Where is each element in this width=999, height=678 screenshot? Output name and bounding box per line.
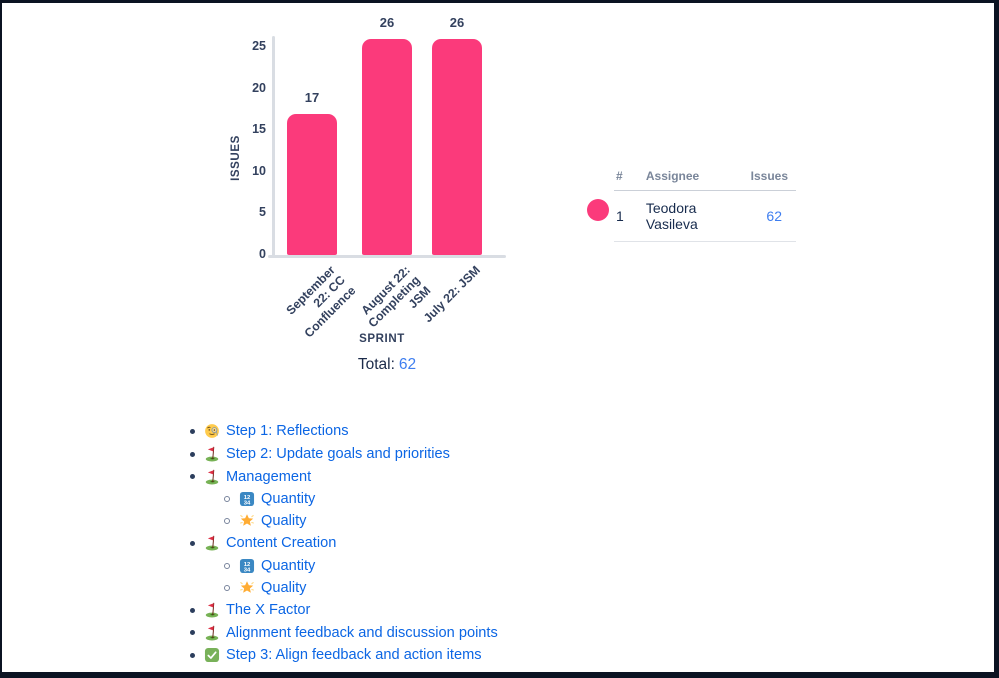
list-item-link[interactable]: Alignment feedback and discussion points <box>226 624 498 641</box>
bullet <box>224 562 230 569</box>
y-tick-label: 5 <box>259 205 266 220</box>
list-item: Step 2: Update goals and priorities <box>190 443 498 466</box>
legend-header-assignee: Assignee <box>643 167 749 191</box>
x-axis-line <box>268 255 506 258</box>
list-item: Step 3: Align feedback and action items <box>190 644 498 667</box>
bullet <box>190 428 195 434</box>
bar-value-label: 26 <box>449 15 465 30</box>
face-with-monocle-icon <box>204 423 220 439</box>
series-color-dot <box>587 199 609 221</box>
golf-flag-icon <box>204 602 220 618</box>
y-tick-label: 10 <box>252 163 266 178</box>
list-item: Quality <box>224 577 498 599</box>
svg-text:34: 34 <box>244 567 251 573</box>
bullet <box>190 652 195 658</box>
list-item-link[interactable]: Step 3: Align feedback and action items <box>226 647 482 664</box>
list-item: Management <box>190 465 498 488</box>
list-item: Quality <box>224 510 498 532</box>
bar <box>362 39 412 255</box>
list-item: Step 1: Reflections <box>190 420 498 443</box>
legend-row-issues-link[interactable]: 62 <box>766 208 782 224</box>
legend-table: # Assignee Issues 1 Teodora Vasileva 62 <box>614 167 796 242</box>
page: ISSUES SPRINT 0 5 10 15 20 25 17 September 22: … <box>2 3 994 672</box>
y-tick-label: 20 <box>252 80 266 95</box>
golf-flag-icon <box>204 625 220 641</box>
glowing-star-icon <box>239 580 255 596</box>
legend-header-issues: Issues <box>748 167 796 191</box>
svg-text:34: 34 <box>244 501 251 507</box>
list-item-link[interactable]: The X Factor <box>226 602 311 619</box>
bullet <box>190 451 195 457</box>
svg-text:12: 12 <box>244 495 251 501</box>
list-item-link[interactable]: Quality <box>261 513 307 530</box>
list-item: 12 34 Quantity <box>224 555 498 577</box>
bullet <box>224 496 230 503</box>
chart-total: Total: 62 <box>232 356 542 374</box>
golf-flag-icon <box>204 469 220 485</box>
list-item-link[interactable]: Quantity <box>261 491 316 508</box>
golf-flag-icon <box>204 446 220 462</box>
list-item: Alignment feedback and discussion points <box>190 621 498 644</box>
bar-chart: ISSUES SPRINT 0 5 10 15 20 25 17 September 22: … <box>230 11 542 355</box>
list-item: The X Factor <box>190 599 498 622</box>
total-label: Total: <box>357 356 395 373</box>
outline-list: Step 1: Reflections Step 2: Update goals … <box>190 420 498 667</box>
y-tick-label: 0 <box>259 247 266 261</box>
list-item-link[interactable]: Step 2: Update goals and priorities <box>226 446 450 463</box>
svg-text:12: 12 <box>244 562 251 568</box>
list-item: 12 34 Quantity <box>224 488 498 510</box>
bullet <box>190 630 195 636</box>
legend-row: 1 Teodora Vasileva 62 <box>614 190 796 242</box>
x-axis-title: SPRINT <box>359 333 405 345</box>
bullet <box>224 584 230 591</box>
list-item-link[interactable]: Quality <box>261 579 307 596</box>
golf-flag-icon <box>204 535 220 551</box>
y-tick-label: 15 <box>252 122 266 137</box>
glowing-star-icon <box>239 513 255 529</box>
input-numbers-icon: 12 34 <box>239 491 255 507</box>
bullet <box>224 518 230 525</box>
y-axis-line <box>272 36 275 258</box>
input-numbers-icon: 12 34 <box>239 558 255 574</box>
legend-header-row: # Assignee Issues <box>614 167 796 191</box>
list-item-link[interactable]: Quantity <box>261 557 316 574</box>
list-item-link[interactable]: Content Creation <box>226 535 337 552</box>
y-tick-label: 25 <box>252 39 266 54</box>
total-value-link[interactable]: 62 <box>398 356 417 373</box>
list-item: Content Creation <box>190 532 498 555</box>
bar-value-label: 26 <box>379 15 395 30</box>
bullet <box>190 474 195 480</box>
bar-value-label: 17 <box>304 89 320 105</box>
bullet <box>190 607 195 613</box>
check-mark-icon <box>204 647 220 663</box>
list-item-link[interactable]: Management <box>226 468 312 485</box>
legend-row-assignee: Teodora Vasileva <box>643 190 749 242</box>
legend-header-num: # <box>614 167 644 191</box>
legend-row-num: 1 <box>614 190 644 242</box>
list-item-link[interactable]: Step 1: Reflections <box>226 423 349 440</box>
bullet <box>190 540 195 546</box>
bar <box>287 113 337 255</box>
bar <box>432 39 482 255</box>
